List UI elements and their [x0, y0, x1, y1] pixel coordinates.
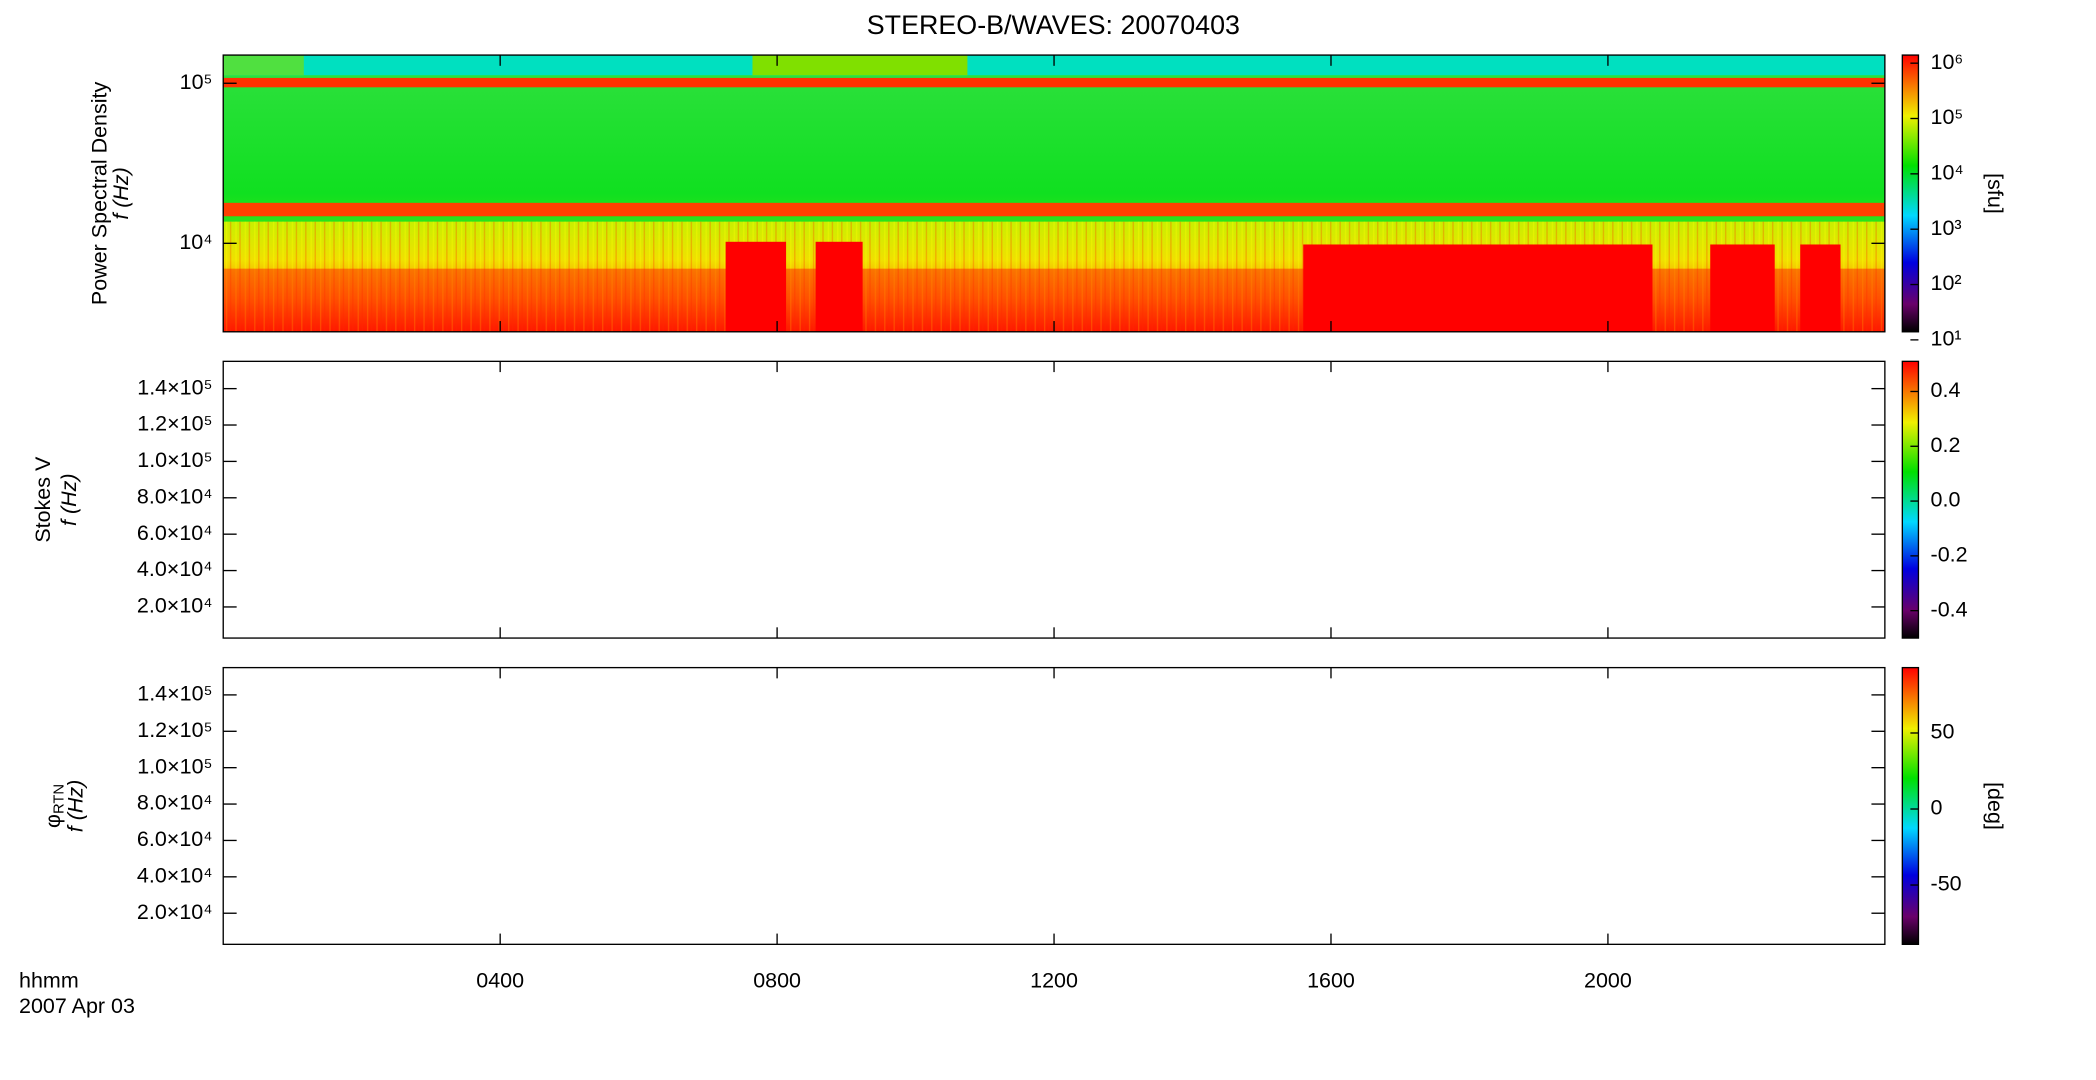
spectrogram [223, 55, 1885, 332]
y-tick-label: 4.0×10⁴ [137, 557, 213, 581]
chart-title: STEREO-B/WAVES: 20070403 [867, 10, 1240, 40]
colorbar [1901, 666, 1920, 945]
y-tick-label: 1.0×10⁵ [137, 448, 212, 472]
colorbar-tick-label: 0.4 [1931, 378, 1961, 402]
colorbar-tick-label: 50 [1931, 720, 1955, 744]
colorbar-tick-label: 10⁵ [1931, 105, 1964, 129]
colorbar-tick-label: 10⁶ [1931, 50, 1964, 74]
y-tick-label: 2.0×10⁴ [137, 594, 213, 618]
colorbar-label: [sfu] [1983, 173, 2007, 214]
y-tick-label: 6.0×10⁴ [137, 521, 213, 545]
y-tick-label: 6.0×10⁴ [137, 827, 213, 851]
x-tick-label: 1200 [1030, 969, 1078, 993]
y-tick-label: 1.2×10⁵ [137, 718, 212, 742]
y-axis-unit: f (Hz) [57, 473, 81, 526]
y-tick-label: 4.0×10⁴ [137, 864, 213, 888]
y-axis-label-symbol: φ [41, 814, 65, 828]
y-axis-label: φRTN [41, 784, 68, 828]
plot-frame [222, 360, 1886, 639]
y-axis-label: Stokes V [31, 456, 55, 543]
colorbar-tick-label: 0.2 [1931, 433, 1961, 457]
x-tick-label: 2000 [1584, 969, 1632, 993]
y-tick-label: 8.0×10⁴ [137, 484, 213, 508]
y-tick-label: 2.0×10⁴ [137, 900, 213, 924]
y-axis-unit: f (Hz) [63, 780, 87, 833]
colorbar [1901, 54, 1920, 333]
plot-frame [222, 666, 1886, 945]
colorbar-tick-label: -0.2 [1931, 543, 1968, 567]
y-tick-label: 1.0×10⁵ [137, 754, 212, 778]
y-axis-label-subscript: RTN [51, 784, 67, 814]
x-tick-label: 1600 [1307, 969, 1355, 993]
colorbar [1901, 360, 1920, 639]
y-tick-label: 1.4×10⁵ [137, 682, 212, 706]
y-tick-label: 10⁵ [180, 70, 213, 94]
y-tick-label: 8.0×10⁴ [137, 791, 213, 815]
colorbar-tick-label: 10⁴ [1931, 161, 1964, 185]
colorbar-tick-label: 0.0 [1931, 488, 1961, 512]
colorbar-tick-label: 0 [1931, 796, 1943, 820]
y-axis-label: Power Spectral Density [88, 82, 112, 306]
colorbar-tick-label: 10¹ [1931, 327, 1962, 351]
x-axis-label: hhmm [19, 969, 79, 993]
colorbar-label: [deg] [1983, 782, 2007, 830]
x-tick-label: 0800 [753, 969, 801, 993]
colorbar-tick-label: 10² [1931, 271, 1962, 295]
y-tick-label: 1.4×10⁵ [137, 375, 212, 399]
colorbar-tick-label: -50 [1931, 872, 1962, 896]
colorbar-tick-label: 10³ [1931, 216, 1962, 240]
y-tick-label: 1.2×10⁵ [137, 412, 212, 436]
y-axis-unit: f (Hz) [109, 167, 133, 220]
colorbar-tick-label: -0.4 [1931, 597, 1968, 621]
y-tick-label: 10⁴ [179, 230, 212, 254]
x-axis-date: 2007 Apr 03 [19, 994, 135, 1018]
x-tick-label: 0400 [476, 969, 524, 993]
